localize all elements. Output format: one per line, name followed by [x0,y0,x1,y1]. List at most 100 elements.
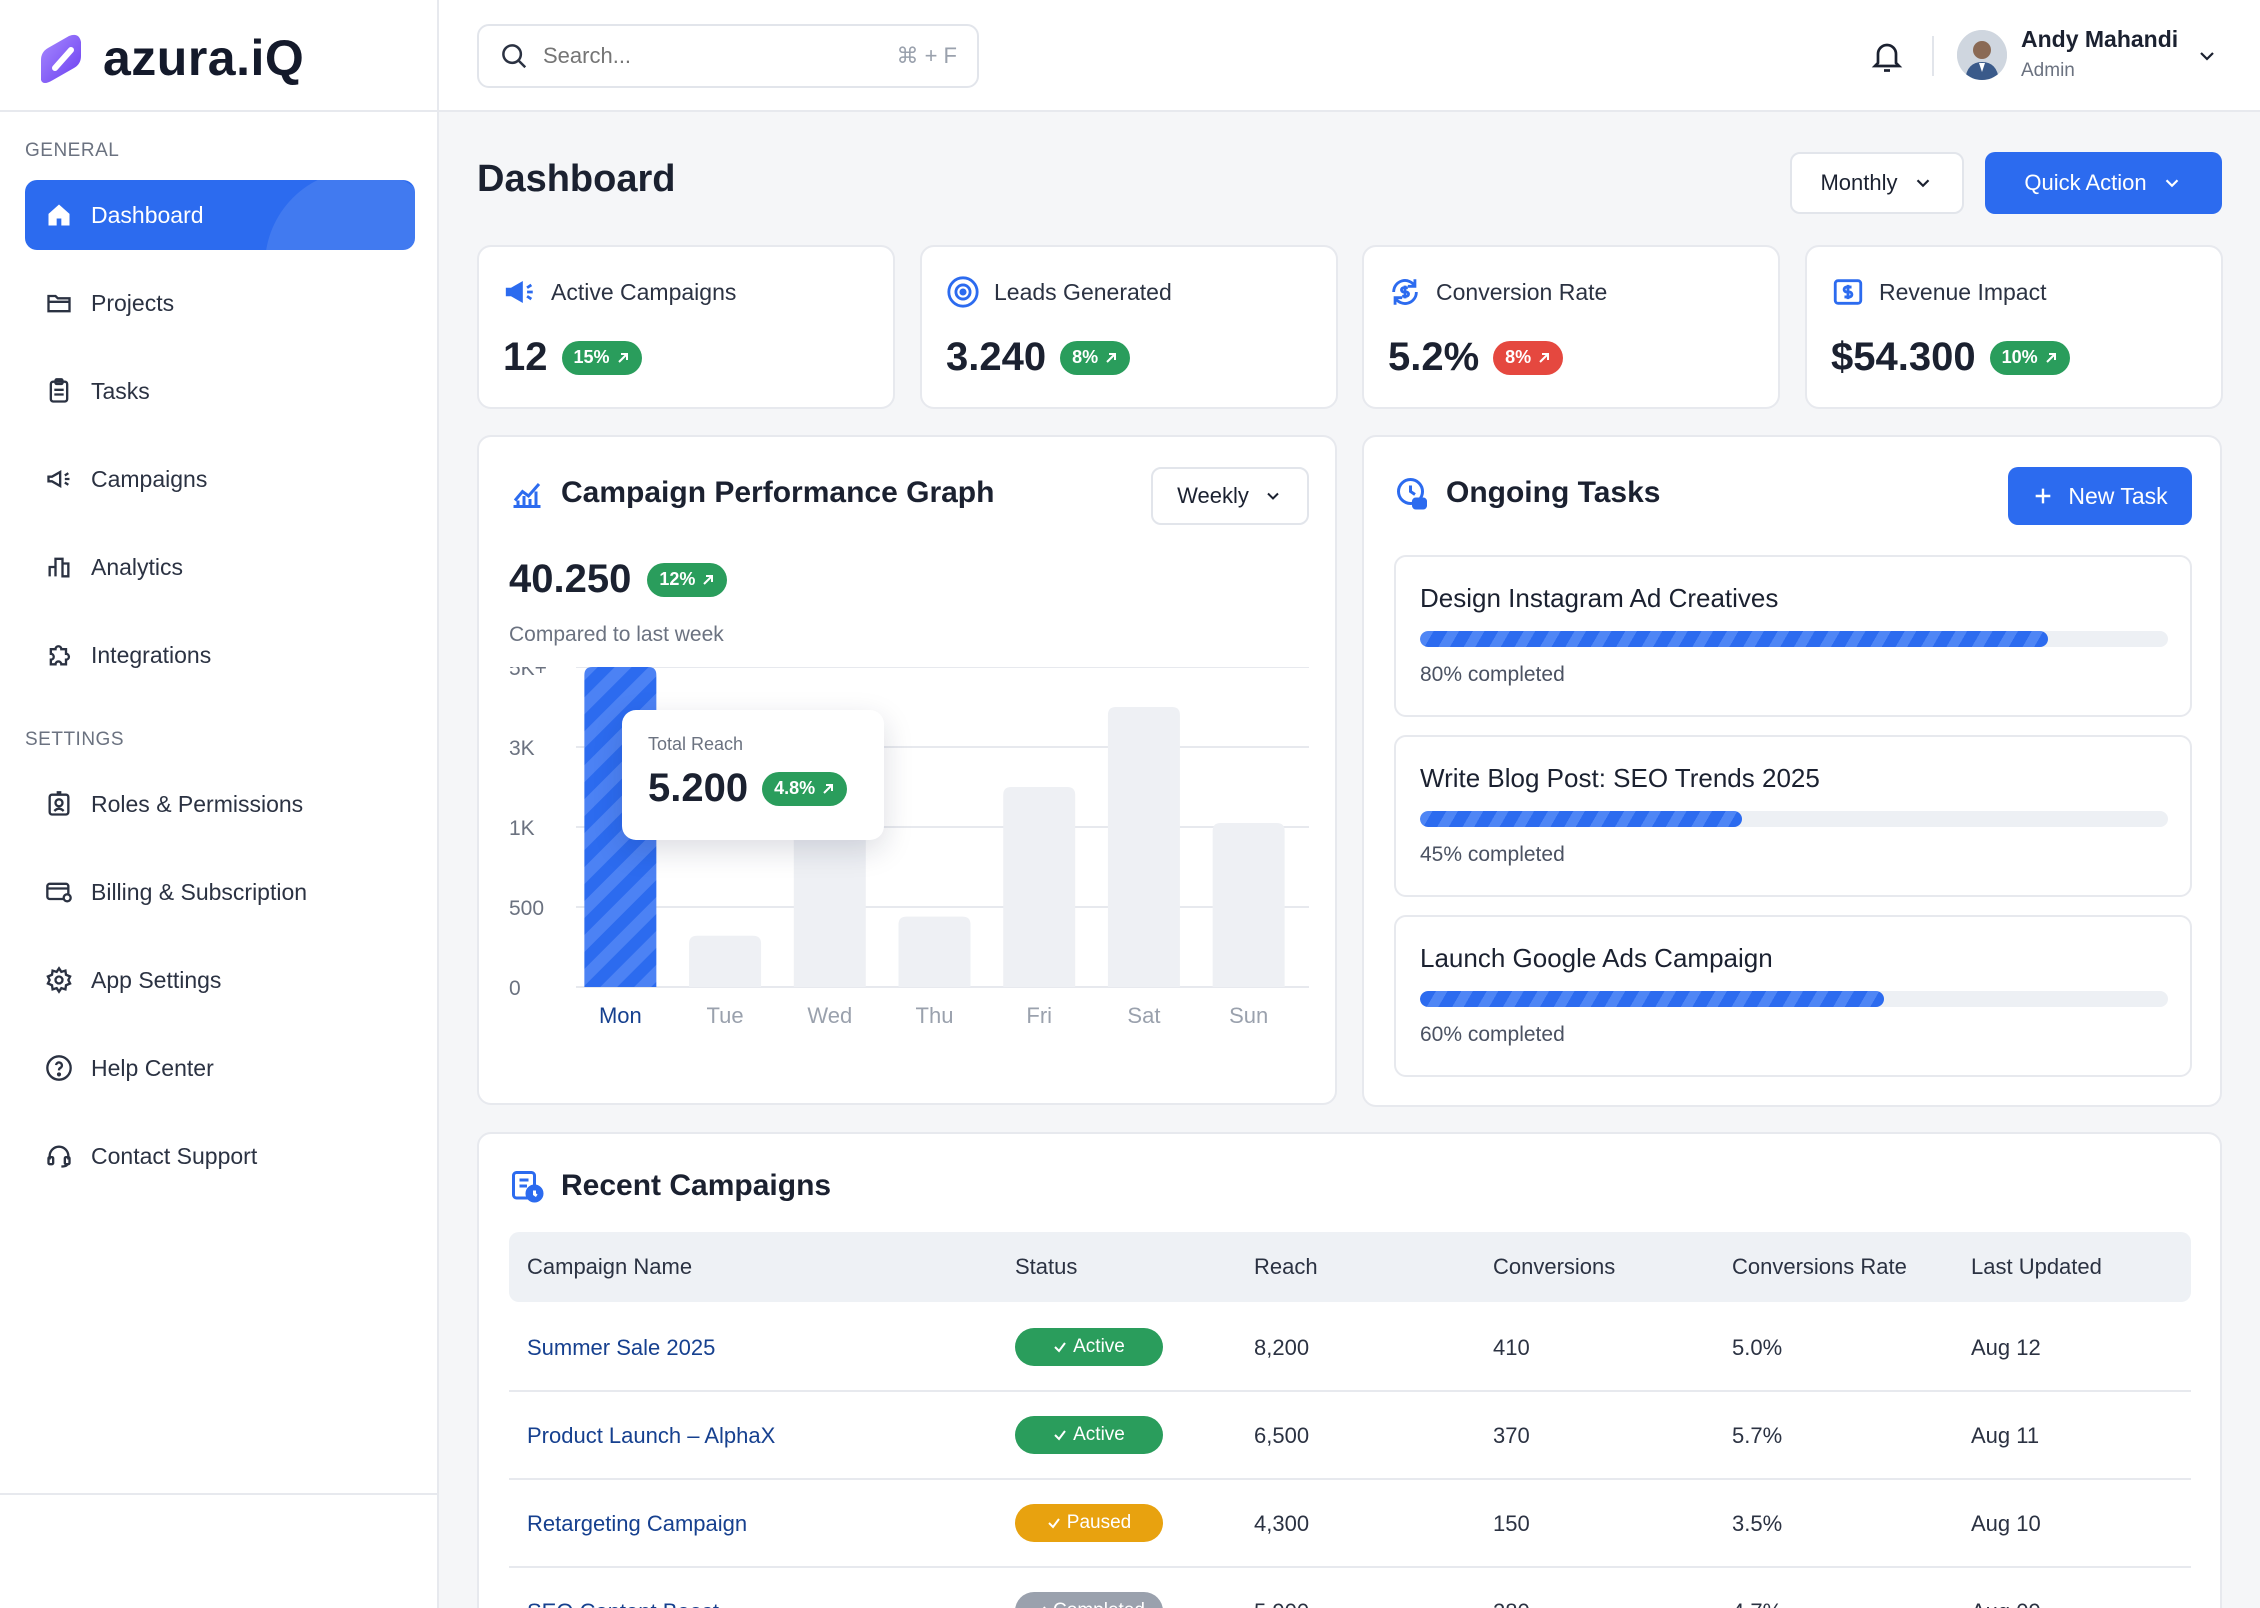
stat-value: $54.300 [1831,335,1976,379]
tooltip-value-row: 5.200 4.8% [648,766,848,811]
conversions-cell: 370 [1493,1423,1530,1448]
table-row[interactable]: Product Launch – AlphaX Active 6,500 370… [509,1392,2191,1480]
column-header[interactable]: Reach [1254,1254,1318,1279]
clipboard-icon [49,378,69,403]
task-title: Write Blog Post: SEO Trends 2025 [1420,763,1820,793]
bar-tue[interactable] [689,935,762,987]
dollar-cycle-icon [1392,279,1418,305]
column-header[interactable]: Conversions Rate [1732,1254,1907,1279]
sidebar-item-dashboard[interactable]: Dashboard [25,180,415,250]
sidebar-item-app-settings[interactable]: App Settings [25,945,415,1015]
task-title: Design Instagram Ad Creatives [1420,583,1779,613]
sidebar-item-projects[interactable]: Projects [25,268,415,338]
weekly-dropdown[interactable]: Weekly [1151,467,1309,525]
headset-icon [47,1145,71,1168]
campaign-name-link[interactable]: Summer Sale 2025 [527,1335,716,1360]
section-title: Ongoing Tasks [1394,475,1660,511]
campaign-name-link[interactable]: Retargeting Campaign [527,1511,748,1536]
page-title: Dashboard [477,158,676,200]
stat-value: 3.240 [946,335,1047,379]
change-badge: 8% [1060,340,1131,375]
puzzle-icon [49,645,71,666]
bar-fri[interactable] [1003,787,1076,987]
chevron-down-icon [1916,179,1929,188]
sidebar-item-label: Analytics [91,553,184,580]
period-dropdown[interactable]: Monthly [1790,152,1964,214]
table-row[interactable]: Summer Sale 2025 Active 8,200 410 5.0% A… [509,1304,2191,1392]
sidebar-item-help[interactable]: Help Center [25,1033,415,1103]
sidebar-item-contact-support[interactable]: Contact Support [25,1121,415,1191]
change-badge: 15% [561,340,642,375]
change-badge: 8% [1493,340,1564,375]
sidebar-item-label: Billing & Subscription [91,878,308,905]
sidebar-item-billing[interactable]: Billing & Subscription [25,857,415,927]
campaign-name-link[interactable]: SEO Content Boost [527,1568,719,1608]
user-avatar-icon [1957,30,2007,80]
column-header[interactable]: Status [1015,1254,1078,1279]
sidebar-item-tasks[interactable]: Tasks [25,356,415,426]
new-task-button[interactable]: New Task [2008,467,2192,525]
task-item[interactable]: Design Instagram Ad Creatives 80% comple… [1394,555,2192,717]
stat-value: 5.2% [1388,335,1480,379]
id-badge-icon [48,791,70,816]
y-tick-label: 0 [509,977,521,1000]
stat-value-row: $54.300 10% [1831,335,2070,380]
tooltip-value: 5.200 [648,766,749,810]
target-icon [947,276,979,308]
campaign-name-link[interactable]: Product Launch – AlphaX [527,1423,776,1448]
brand-logo[interactable]: azura.iQ [35,30,304,86]
search-input[interactable] [543,43,873,69]
progress-fill [1420,631,2049,647]
credit-card-icon [46,882,72,903]
change-badge: 10% [1989,340,2070,375]
bar-chart: 5K+ 3K 1K 500 0 Mon Tue Wed Thu Fri Sat Sun [509,667,1309,1028]
quick-action-label: Quick Action [2024,170,2147,195]
avatar[interactable] [1957,30,2007,80]
updated-cell: Aug 11 [1971,1423,2040,1448]
brand-name: azura.iQ [103,30,305,86]
recent-campaigns-card: Recent Campaigns Campaign Name Status Re… [477,1132,2222,1608]
bell-icon[interactable] [1869,38,1905,76]
status-label: Paused [1066,1512,1132,1533]
column-header[interactable]: Conversions [1493,1254,1616,1279]
check-icon [1048,1518,1060,1529]
sidebar-item-integrations[interactable]: Integrations [25,620,415,690]
column-header[interactable]: Last Updated [1971,1254,2102,1279]
stat-label: Active Campaigns [551,278,737,305]
chevron-down-icon[interactable] [2195,44,2219,68]
topbar: ⌘ + F Andy Mahandi Admin [439,0,2260,112]
bar-sat[interactable] [1107,707,1180,987]
table-row[interactable]: SEO Content Boost Completed 5,900 280 4.… [509,1568,2191,1608]
chevron-down-icon [1267,492,1279,500]
sidebar-item-roles[interactable]: Roles & Permissions [25,769,415,839]
arrow-up-right-icon [2045,352,2056,363]
task-item[interactable]: Write Blog Post: SEO Trends 2025 45% com… [1394,735,2192,897]
progress-fill [1420,811,1742,827]
status-label: Active [1073,1336,1125,1357]
user-name[interactable]: Andy Mahandi [2021,26,2179,52]
compare-text: Compared to last week [509,623,724,646]
column-header[interactable]: Campaign Name [527,1254,693,1279]
chevron-down-icon [2165,179,2178,188]
arrow-up-right-icon [617,352,628,363]
rate-cell: 4.7% [1732,1568,1782,1608]
search-box[interactable]: ⌘ + F [477,24,979,88]
sidebar-item-label: Tasks [91,377,150,404]
task-title: Launch Google Ads Campaign [1420,943,1773,973]
bar-sun[interactable] [1212,823,1285,987]
stat-label: Conversion Rate [1436,278,1608,305]
table-row[interactable]: Retargeting Campaign Paused 4,300 150 3.… [509,1480,2191,1568]
sidebar-divider [0,110,439,112]
sidebar-item-campaigns[interactable]: Campaigns [25,444,415,514]
sidebar-item-analytics[interactable]: Analytics [25,532,415,602]
sidebar-item-label: Contact Support [91,1142,258,1169]
plus-icon [2036,488,2051,504]
quick-action-button[interactable]: Quick Action [1985,152,2222,214]
weekly-label: Weekly [1177,483,1249,508]
bar-thu[interactable] [898,916,971,987]
progress-track [1420,811,2168,827]
task-item[interactable]: Launch Google Ads Campaign 60% completed [1394,915,2192,1077]
general-section-label: GENERAL [25,140,120,161]
sidebar-footer-divider [0,1493,439,1495]
change-value: 10% [2001,347,2038,367]
